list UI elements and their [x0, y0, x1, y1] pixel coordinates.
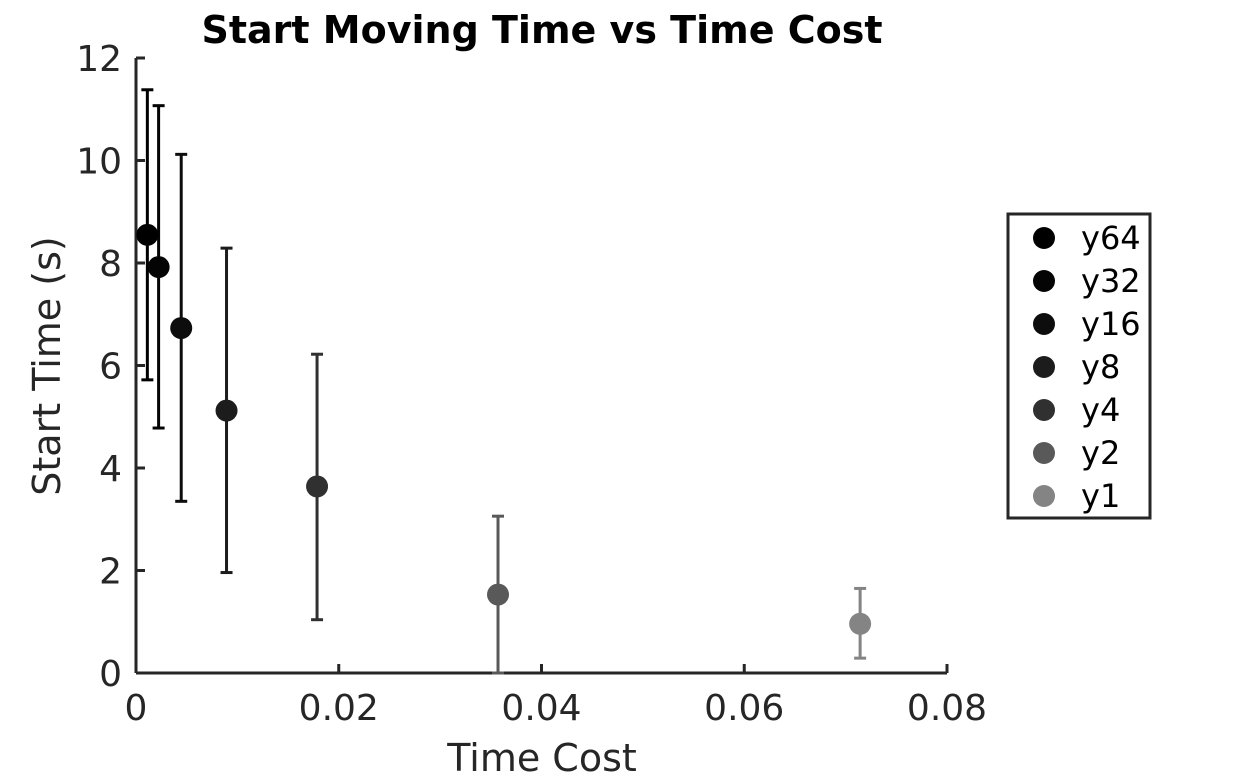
legend-label: y64 — [1081, 219, 1141, 257]
legend-label: y2 — [1081, 434, 1120, 472]
legend-item-y4: y4 — [1033, 391, 1120, 429]
legend-marker — [1033, 227, 1055, 249]
legend-item-y16: y16 — [1033, 305, 1141, 343]
legend-marker — [1033, 270, 1055, 292]
y-tick-label: 2 — [99, 552, 122, 593]
data-point-y4 — [306, 475, 329, 498]
x-tick-label: 0.08 — [907, 688, 987, 729]
ticks: 0 0.02 0.04 0.06 0.08 0 2 4 6 8 10 12 — [76, 39, 987, 729]
legend-label: y32 — [1081, 262, 1141, 300]
legend-item-y32: y32 — [1033, 262, 1141, 300]
legend-label: y16 — [1081, 305, 1141, 343]
legend-item-y1: y1 — [1033, 477, 1120, 515]
data-point-y16 — [170, 317, 193, 340]
legend-marker — [1033, 399, 1055, 421]
data-point-y2 — [487, 583, 510, 606]
y-tick-label: 6 — [99, 347, 122, 388]
data-points — [136, 223, 872, 635]
x-tick-label: 0.06 — [704, 688, 784, 729]
legend-marker — [1033, 356, 1055, 378]
legend: y64 y32 y16 y8 y4 y2 y1 — [1006, 212, 1152, 520]
legend-item-y64: y64 — [1033, 219, 1141, 257]
y-tick-label: 8 — [99, 244, 122, 285]
legend-label: y4 — [1081, 391, 1120, 429]
legend-marker — [1033, 485, 1055, 507]
x-tick-label: 0 — [125, 688, 148, 729]
y-tick-label: 12 — [76, 39, 122, 80]
y-axis-label: Start Time (s) — [25, 236, 69, 495]
y-tick-label: 4 — [99, 449, 122, 490]
chart-title: Start Moving Time vs Time Cost — [202, 8, 883, 52]
data-point-y1 — [849, 612, 872, 635]
data-point-y8 — [215, 399, 238, 422]
data-point-y64 — [136, 223, 159, 246]
y-tick-label: 10 — [76, 142, 122, 183]
x-tick-label: 0.04 — [501, 688, 581, 729]
legend-marker — [1033, 442, 1055, 464]
legend-item-y2: y2 — [1033, 434, 1120, 472]
x-axis-label: Time Cost — [446, 736, 637, 780]
legend-marker — [1033, 313, 1055, 335]
legend-item-y8: y8 — [1033, 348, 1120, 386]
data-point-y32 — [147, 256, 170, 279]
y-tick-label: 0 — [99, 654, 122, 695]
legend-box — [1006, 212, 1152, 520]
legend-label: y8 — [1081, 348, 1120, 386]
x-tick-label: 0.02 — [299, 688, 379, 729]
legend-label: y1 — [1081, 477, 1120, 515]
legend-items: y64 y32 y16 y8 y4 y2 y1 — [1033, 219, 1141, 515]
axes — [134, 58, 947, 675]
